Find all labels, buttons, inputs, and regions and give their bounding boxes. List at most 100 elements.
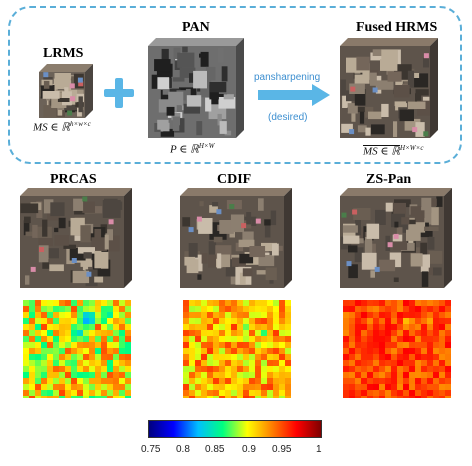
heatmap-cell	[439, 336, 445, 342]
heatmap-cell	[23, 354, 29, 360]
texture-block	[407, 70, 415, 88]
heatmap-cell	[361, 342, 367, 348]
heatmap-cell	[349, 354, 355, 360]
heatmap-cell	[445, 348, 451, 354]
heatmap-cell	[397, 306, 403, 312]
texture-block	[355, 238, 364, 244]
heatmap-cell	[41, 396, 47, 398]
heatmap-cell	[219, 336, 225, 342]
arrow-icon	[258, 84, 330, 106]
heatmap-cell	[361, 300, 367, 306]
heatmap-cell	[267, 372, 273, 378]
heatmap-cell	[83, 306, 89, 312]
heatmap-cell	[243, 348, 249, 354]
heatmap-cell	[53, 318, 59, 324]
texture-block	[217, 253, 222, 269]
heatmap-cell	[59, 342, 65, 348]
heatmap-cell	[379, 342, 385, 348]
heatmap-cell	[83, 366, 89, 372]
texture-block	[43, 80, 50, 89]
heatmap-cell	[379, 390, 385, 396]
texture-block	[428, 250, 443, 264]
heatmap-cell	[83, 300, 89, 306]
heatmap-cell	[261, 396, 267, 398]
texture-accent	[77, 77, 83, 83]
heatmap-cell	[237, 348, 243, 354]
texture-block	[166, 106, 175, 116]
heatmap-cell	[403, 324, 409, 330]
heatmap-cell	[41, 360, 47, 366]
heatmap-cell	[95, 384, 101, 390]
texture-block	[173, 47, 181, 60]
texture-block	[80, 225, 91, 243]
heatmap-cell	[439, 366, 445, 372]
texture-block	[169, 88, 181, 94]
heatmap-cell	[83, 384, 89, 390]
heatmap-cell	[77, 324, 83, 330]
heatmap-cell	[255, 360, 261, 366]
heatmap-cell	[53, 342, 59, 348]
heatmap-cell	[343, 360, 349, 366]
heatmap-cell	[213, 342, 219, 348]
texture-accent	[108, 219, 114, 225]
heatmap-cell	[125, 312, 131, 318]
heatmap-cell	[201, 354, 207, 360]
heatmap-cell	[195, 390, 201, 396]
heatmap-cell	[409, 384, 415, 390]
heatmap-cell	[397, 318, 403, 324]
heatmap-cell	[207, 330, 213, 336]
heatmap-cell	[361, 372, 367, 378]
heatmap-cell	[83, 378, 89, 384]
heatmap-cell	[225, 300, 231, 306]
heatmap-cell	[421, 396, 427, 398]
texture-block	[54, 235, 69, 246]
heatmap-cell	[77, 396, 83, 398]
heatmap-cell	[279, 342, 285, 348]
heatmap-cell	[379, 318, 385, 324]
heatmap-cell	[439, 390, 445, 396]
heatmap-cell	[89, 342, 95, 348]
heatmap-cell	[29, 372, 35, 378]
texture-accent	[241, 223, 247, 229]
heatmap-cell	[433, 330, 439, 336]
heatmap-cell	[189, 366, 195, 372]
heatmap-cell	[29, 300, 35, 306]
heatmap-cell	[273, 348, 279, 354]
heatmap-cell	[409, 354, 415, 360]
heatmap-cell	[65, 354, 71, 360]
heatmap-cell	[427, 384, 433, 390]
heatmap-cell	[349, 336, 355, 342]
texture-block	[186, 95, 202, 107]
texture-block	[370, 52, 389, 61]
heatmap-cell	[101, 312, 107, 318]
heatmap-cell	[285, 336, 291, 342]
heatmap-cell	[261, 378, 267, 384]
heatmap-cell	[237, 342, 243, 348]
heatmap-cell	[213, 330, 219, 336]
texture-block	[353, 67, 370, 79]
heatmap-cell	[415, 396, 421, 398]
texture-accent	[30, 266, 36, 272]
texture-block	[423, 57, 430, 68]
heatmap-cell	[385, 366, 391, 372]
heatmap-cell	[439, 354, 445, 360]
heatmap-cell	[183, 360, 189, 366]
heatmap-cell	[409, 330, 415, 336]
heatmap-cell	[59, 348, 65, 354]
heatmap-cell	[95, 378, 101, 384]
texture-accent	[69, 83, 75, 89]
heatmap-cell	[41, 354, 47, 360]
heatmap-cell	[249, 360, 255, 366]
texture-block	[393, 121, 398, 137]
heatmap-cell	[71, 396, 77, 398]
heatmap-cell	[391, 306, 397, 312]
heatmap-cell	[355, 318, 361, 324]
texture-block	[200, 80, 212, 98]
heatmap-cell	[47, 312, 53, 318]
texture-block	[168, 91, 184, 106]
texture-block	[394, 85, 410, 98]
heatmap-cell	[249, 348, 255, 354]
texture-block	[32, 224, 38, 238]
heatmap-cell	[279, 348, 285, 354]
heatmap-cell	[101, 366, 107, 372]
